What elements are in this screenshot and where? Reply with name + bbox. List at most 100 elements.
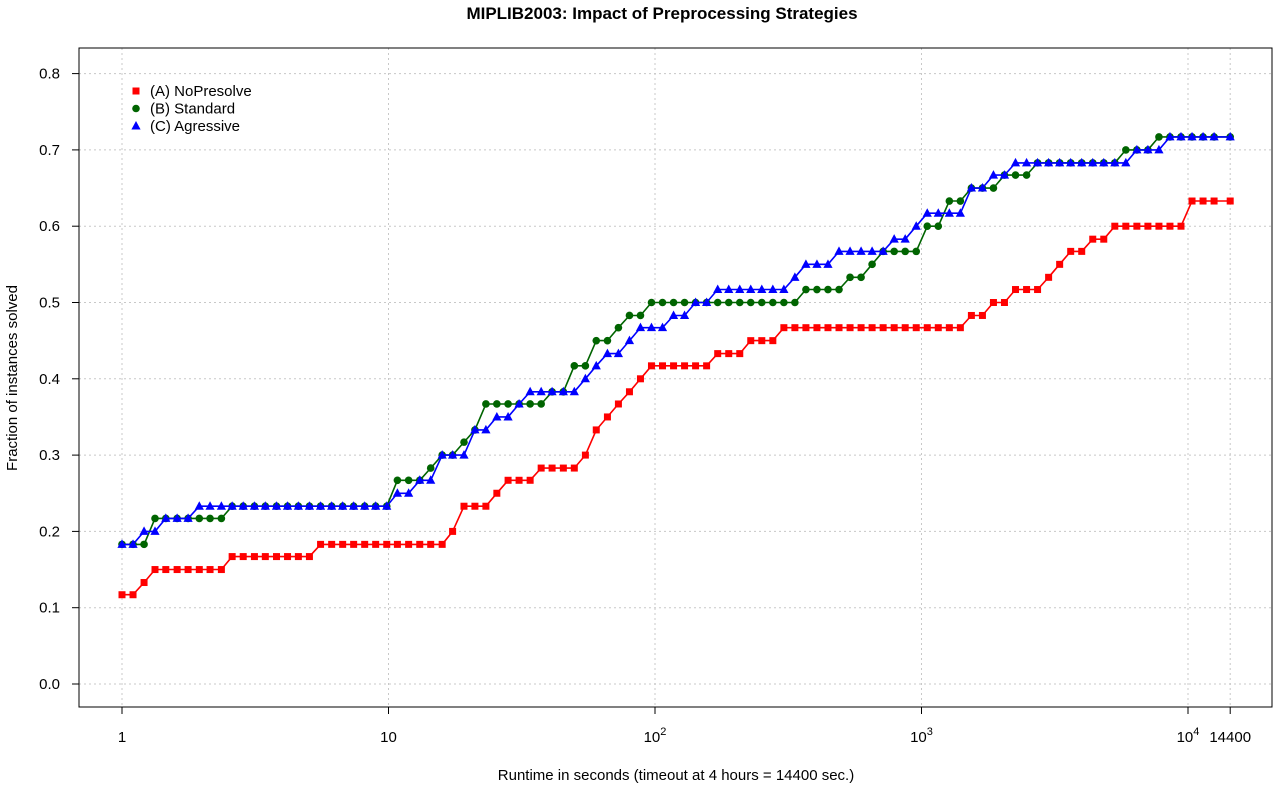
data-point: [679, 310, 690, 319]
data-point: [1122, 146, 1130, 154]
data-point: [1121, 157, 1131, 167]
data-point: [482, 400, 490, 408]
data-point: [868, 260, 876, 269]
data-point: [746, 298, 755, 307]
series-line: [122, 200, 1231, 596]
data-point: [1066, 157, 1076, 167]
x-tick-label: 104: [1177, 726, 1200, 746]
legend-label: (A) NoPresolve: [150, 83, 252, 100]
data-point: [315, 501, 326, 510]
data-point: [449, 527, 457, 535]
data-point: [1122, 222, 1130, 230]
data-point: [791, 298, 799, 307]
data-point: [1144, 222, 1152, 230]
y-tick-label: 0.8: [39, 66, 60, 83]
data-point: [437, 450, 447, 459]
data-point: [857, 273, 865, 282]
y-tick-label: 0.1: [39, 600, 60, 617]
legend-label: (C) Agressive: [150, 118, 240, 135]
data-point: [1011, 171, 1020, 179]
data-point: [504, 476, 512, 484]
data-point: [746, 284, 756, 294]
data-point: [967, 311, 975, 319]
data-point: [338, 501, 348, 510]
x-tick-base: 10: [1177, 729, 1194, 746]
data-point: [195, 566, 203, 574]
data-point: [1198, 131, 1208, 141]
data-point: [1154, 144, 1164, 154]
data-point: [150, 526, 160, 535]
data-point: [526, 400, 534, 408]
data-point: [780, 298, 788, 307]
series-2: [118, 133, 1235, 549]
data-point: [603, 336, 612, 345]
data-point: [879, 324, 887, 332]
data-point: [1199, 197, 1207, 205]
data-point: [846, 324, 854, 332]
data-point: [681, 362, 689, 370]
series-3: [117, 131, 1235, 548]
data-point: [327, 501, 337, 510]
data-point: [635, 322, 646, 332]
data-point: [140, 540, 148, 549]
data-point: [260, 501, 270, 510]
data-point: [834, 246, 844, 255]
data-point: [339, 540, 347, 548]
x-axis-label: Runtime in seconds (timeout at 4 hours =…: [498, 767, 854, 784]
data-point: [504, 400, 512, 408]
data-point: [592, 336, 601, 345]
data-point: [558, 386, 568, 396]
x-tick-base: 10: [380, 729, 397, 746]
data-point: [1111, 222, 1119, 230]
data-point: [658, 298, 667, 307]
data-point: [868, 324, 876, 332]
data-point: [117, 539, 127, 548]
data-point: [547, 386, 557, 396]
data-point: [1100, 235, 1108, 243]
data-point: [890, 247, 898, 256]
data-point: [945, 197, 954, 205]
data-point: [780, 324, 788, 332]
data-point: [668, 310, 679, 319]
legend-marker: [132, 104, 140, 113]
data-point: [769, 337, 777, 345]
data-point: [426, 464, 435, 472]
data-point: [1012, 286, 1020, 294]
data-point: [857, 324, 865, 332]
data-point: [559, 464, 567, 472]
y-tick-label: 0.2: [39, 523, 60, 540]
data-point: [912, 247, 921, 256]
data-point: [966, 183, 976, 192]
data-point: [536, 386, 546, 396]
data-point: [183, 513, 193, 522]
data-point: [945, 324, 953, 332]
data-point: [195, 514, 204, 523]
data-point: [1000, 299, 1008, 306]
data-point: [140, 579, 148, 587]
data-point: [846, 273, 854, 282]
data-point: [1143, 144, 1153, 154]
data-point: [999, 170, 1010, 179]
data-point: [922, 208, 932, 217]
data-point: [944, 208, 954, 217]
data-point: [459, 450, 469, 459]
data-point: [657, 322, 668, 332]
data-point: [713, 284, 723, 294]
data-point: [404, 488, 414, 497]
data-point: [493, 489, 501, 497]
data-point: [228, 553, 236, 561]
y-tick-label: 0.6: [39, 218, 60, 235]
data-point: [1099, 157, 1109, 167]
data-point: [216, 501, 226, 510]
data-point: [791, 324, 799, 332]
data-point: [933, 208, 943, 217]
data-point: [383, 540, 391, 548]
data-point: [1044, 157, 1054, 167]
data-point: [1022, 171, 1031, 179]
data-point: [934, 222, 943, 230]
y-tick-label: 0.3: [39, 447, 60, 464]
data-point: [703, 362, 711, 370]
data-point: [647, 362, 655, 370]
data-point: [736, 350, 744, 358]
data-point: [470, 424, 480, 434]
